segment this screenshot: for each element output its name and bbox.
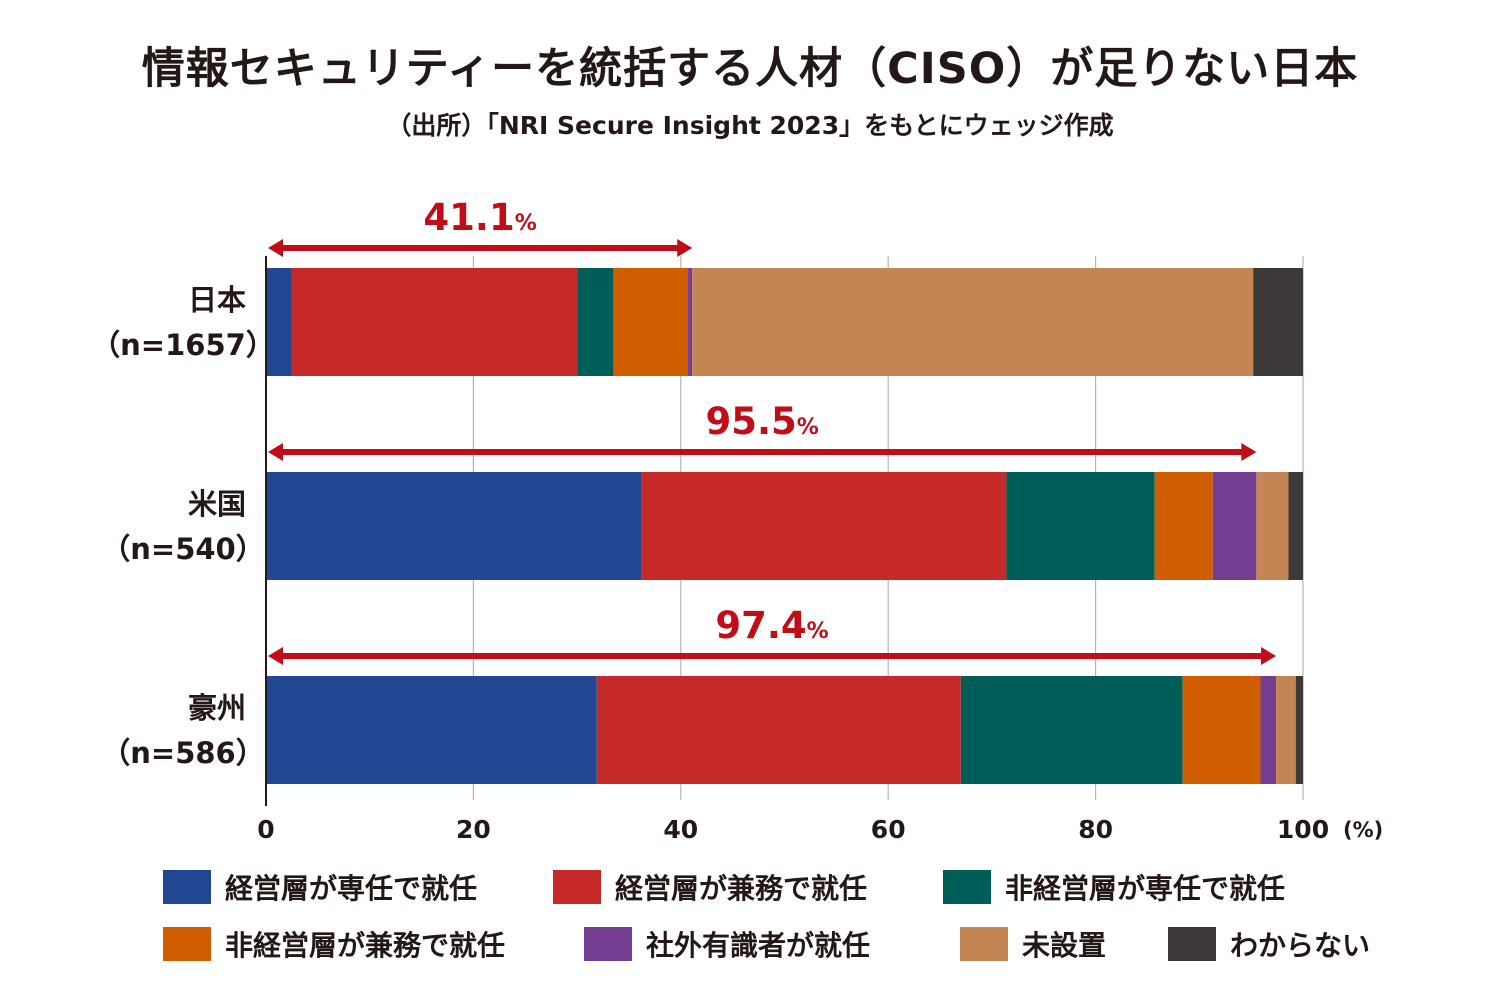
category-label: 豪州 (188, 691, 246, 725)
annotation-unit: % (807, 619, 829, 644)
bar-segment (1256, 472, 1289, 580)
annotation-unit: % (515, 211, 537, 236)
category-label: 日本 (188, 283, 246, 317)
x-tick-label: 80 (1078, 815, 1113, 844)
bar-segment (291, 268, 578, 376)
category-sample-size: （n=1657） (91, 328, 275, 362)
bar-segment (577, 268, 614, 376)
annotation-label: 41.1% (423, 196, 536, 239)
chart-title: 情報セキュリティーを統括する人材（CISO）が足りない日本 (141, 44, 1359, 94)
bar-segment (1260, 676, 1277, 784)
x-tick-label: 0 (257, 815, 274, 844)
annotation-arrowhead-right (1261, 647, 1277, 665)
category-label: 米国 (188, 487, 246, 521)
annotation-arrowhead-left (268, 443, 283, 461)
bar-segment (1288, 472, 1303, 580)
annotation-arrowhead-right (677, 239, 693, 257)
bar-segment (613, 268, 689, 376)
annotation-value: 41.1 (423, 196, 514, 239)
bar-segment (1006, 472, 1155, 580)
bar-segment (266, 676, 597, 784)
category-sample-size: （n=586） (101, 736, 264, 770)
x-tick-label: 20 (456, 815, 491, 844)
x-tick-label: 100 (1277, 815, 1329, 844)
bar-segment (1295, 676, 1303, 784)
chart-subtitle: （出所）「NRI Secure Insight 2023」をもとにウェッジ作成 (386, 111, 1114, 140)
annotation-arrowhead-left (268, 647, 283, 665)
bar-segment (596, 676, 961, 784)
bar-segment (1276, 676, 1296, 784)
annotation-arrowhead-right (1241, 443, 1257, 461)
category-sample-size: （n=540） (101, 532, 264, 566)
bar-segment (688, 268, 693, 376)
bar-segment (692, 268, 1254, 376)
annotation-label: 97.4% (715, 604, 828, 647)
bar-segment (1182, 676, 1261, 784)
bar-segment (1253, 268, 1303, 376)
x-tick-label: 40 (663, 815, 698, 844)
x-unit-label: (%) (1343, 818, 1383, 842)
bar-segment (1154, 472, 1213, 580)
annotation-value: 95.5 (705, 400, 796, 443)
bar-segment (960, 676, 1183, 784)
bar-segment (266, 472, 642, 580)
annotation-unit: % (797, 415, 819, 440)
bar-segment (266, 268, 292, 376)
x-tick-label: 60 (871, 815, 906, 844)
annotation-label: 95.5% (705, 400, 818, 443)
annotation-arrowhead-left (268, 239, 283, 257)
bar-segment (1212, 472, 1257, 580)
bar-segment (641, 472, 1007, 580)
annotation-value: 97.4 (715, 604, 806, 647)
